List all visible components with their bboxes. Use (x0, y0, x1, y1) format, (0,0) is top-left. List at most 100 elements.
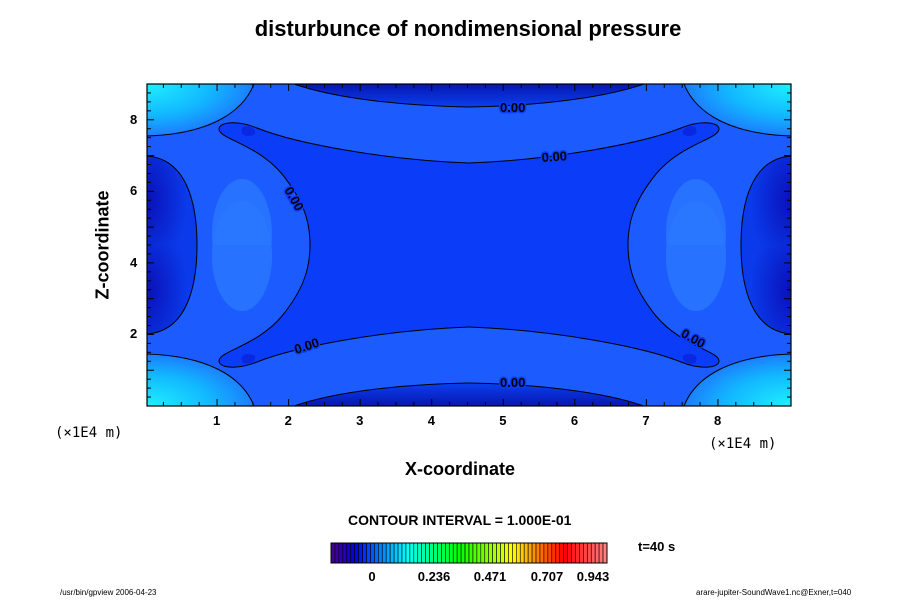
colorbar-stripe (445, 542, 450, 564)
colorbar-tick-label: 0.236 (417, 569, 451, 584)
colorbar-stripe (579, 542, 584, 564)
colorbar-stripe (460, 542, 466, 564)
colorbar-stripe (523, 542, 529, 564)
colorbar-stripe (590, 542, 596, 564)
colorbar-stripe (551, 542, 557, 564)
colorbar-stripe (586, 542, 592, 564)
colorbar-stripe (563, 542, 568, 564)
colorbar-stripe (358, 542, 363, 564)
colorbar-stripe (543, 542, 549, 564)
colorbar-stripe (583, 542, 588, 564)
colorbar-stripe (342, 542, 348, 564)
colorbar-stripe (374, 542, 379, 564)
colorbar-stripe (519, 542, 525, 564)
colorbar-stripe (527, 542, 533, 564)
x-tick-label: 4 (427, 413, 435, 428)
colorbar-stripe (535, 542, 541, 564)
contour-label: 0.00 (500, 375, 525, 390)
y-tick-label: 2 (130, 326, 138, 342)
colorbar-stripe (417, 542, 422, 564)
colorbar-stripe (385, 542, 391, 564)
colorbar-stripe (413, 542, 419, 564)
contour-field (147, 84, 791, 406)
colorbar-stripe (354, 542, 359, 564)
x-tick-label: 1 (213, 413, 221, 428)
y-tick-label: 4 (130, 254, 138, 270)
colorbar-stripe (539, 542, 545, 564)
colorbar-tick-label: 0.471 (473, 569, 507, 584)
colorbar-stripe (484, 542, 490, 564)
colorbar-stripe (409, 542, 415, 564)
footer-left: /usr/bin/gpview 2006-04-23 (60, 588, 157, 597)
colorbar-stripe (452, 542, 458, 564)
x-tick-label: 3 (356, 413, 364, 428)
contour-interval: CONTOUR INTERVAL = 1.000E-01 (348, 512, 572, 528)
colorbar-stripe (480, 542, 486, 564)
colorbar-stripe (488, 542, 493, 564)
colorbar-stripe (456, 542, 462, 564)
colorbar-stripe (433, 542, 438, 564)
x-tick-label: 2 (284, 413, 292, 428)
colorbar-stripe (516, 542, 521, 564)
y-tick-label: 8 (130, 111, 138, 127)
colorbar-stripe (492, 542, 497, 564)
colorbar-stripe (547, 542, 553, 564)
colorbar-stripe (472, 542, 478, 564)
colorbar-stripe (397, 542, 403, 564)
colorbar-stripe (401, 542, 407, 564)
x-tick-label: 8 (713, 413, 722, 428)
colorbar-stripe (512, 542, 517, 564)
colorbar-stripe (571, 542, 576, 564)
colorbar-stripe (405, 542, 411, 564)
x-tick-label: 5 (499, 413, 507, 428)
y-tick-label: 6 (130, 183, 138, 199)
colorbar-stripe (429, 542, 434, 564)
colorbar-stripe (362, 542, 367, 564)
colorbar-tick-label: 0 (368, 569, 376, 584)
x-tick-label: 7 (642, 413, 650, 428)
colorbar-stripe (555, 542, 560, 564)
time-label: t=40 s (638, 539, 676, 554)
colorbar-stripe (350, 542, 355, 564)
colorbar-stripe (531, 542, 537, 564)
colorbar-tick-label: 0.943 (576, 569, 610, 584)
contour-label: 0.00 (541, 148, 567, 165)
colorbar-stripe (389, 542, 395, 564)
colorbar-stripe (425, 542, 430, 564)
colorbar-stripe (559, 542, 564, 564)
colorbar-stripe (421, 542, 426, 564)
colorbar-stripe (338, 542, 344, 564)
colorbar-tick-label: 0.707 (530, 569, 564, 584)
colorbar-frame (330, 542, 608, 564)
colorbar-stripe (464, 542, 470, 564)
colorbar-stripe (437, 542, 442, 564)
colorbar-stripe (346, 542, 352, 564)
colorbar-stripe (370, 542, 375, 564)
colorbar-stripe (441, 542, 446, 564)
colorbar-stripe (393, 542, 399, 564)
colorbar-stripe (504, 542, 509, 564)
colorbar-stripe (381, 542, 387, 564)
colorbar-stripe (598, 542, 604, 564)
x-tick-label: 6 (570, 413, 579, 428)
footer-right: arare-jupiter-SoundWave1.nc@Exner,t=040 (696, 588, 852, 597)
colorbar-stripe (448, 542, 454, 564)
colorbar-stripe (602, 542, 608, 564)
contour-label: 0.00 (500, 100, 525, 115)
colorbar-stripe (508, 542, 513, 564)
colorbar-stripe (334, 542, 340, 564)
colorbar-stripe (500, 542, 505, 564)
colorbar-stripe (330, 542, 336, 564)
z-axis-label: Z-coordinate (92, 190, 113, 300)
colorbar-stripe (496, 542, 501, 564)
x-unit-left: (×1E4 m) (55, 425, 123, 441)
colorbar-stripe (366, 542, 371, 564)
x-unit-right: (×1E4 m) (709, 436, 777, 452)
colorbar-stripe (575, 542, 580, 564)
colorbar-stripe (594, 542, 600, 564)
chart-title: disturbunce of nondimensional pressure (254, 16, 682, 41)
colorbar-stripe (567, 542, 572, 564)
colorbar-stripe (468, 542, 474, 564)
